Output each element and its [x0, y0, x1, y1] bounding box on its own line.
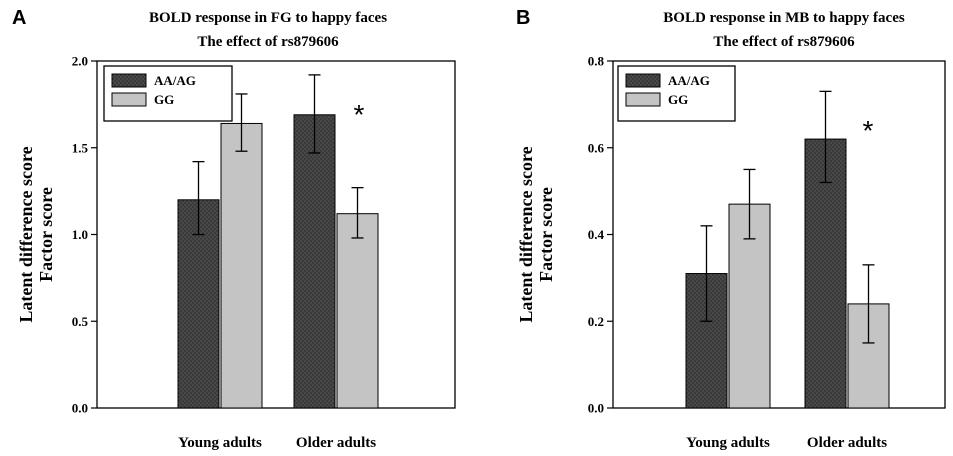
y-tick-label: 2.0	[72, 54, 88, 69]
category-label: Older adults	[807, 435, 887, 451]
y-tick-label: 0.0	[72, 401, 88, 416]
chart-subtitle: The effect of rs879606	[197, 34, 339, 50]
bar-aa-ag	[293, 114, 336, 409]
y-axis-label-line2: Factor score	[36, 187, 56, 282]
category-label: Young adults	[686, 435, 770, 451]
y-tick-label: 0.6	[588, 140, 605, 155]
bar-gg	[220, 122, 263, 409]
significance-marker: *	[354, 99, 365, 130]
y-tick-label: 0.8	[588, 54, 605, 69]
panel-letter: B	[516, 7, 530, 29]
significance-marker: *	[863, 115, 874, 146]
y-tick-label: 0.5	[72, 314, 89, 329]
chart-title: BOLD response in FG to happy faces	[149, 10, 387, 26]
category-label: Young adults	[178, 435, 262, 451]
y-axis-label-line2: Factor score	[536, 187, 556, 282]
legend-swatch-gg	[111, 92, 147, 107]
bar-aa-ag	[804, 138, 847, 409]
panel-letter: A	[12, 7, 26, 29]
chart-subtitle: The effect of rs879606	[713, 34, 855, 50]
legend-swatch-gg	[625, 92, 661, 107]
bar-gg	[336, 213, 379, 409]
y-axis-label-line1: Latent difference score	[516, 146, 536, 322]
legend-swatch-aa-ag	[625, 73, 661, 88]
category-label: Older adults	[296, 435, 376, 451]
chart-title: BOLD response in MB to happy faces	[663, 10, 905, 26]
y-tick-label: 0.4	[588, 227, 605, 242]
y-tick-label: 0.0	[588, 401, 604, 416]
legend-label: AA/AG	[154, 73, 196, 88]
y-axis-label-line1: Latent difference score	[16, 146, 36, 322]
y-tick-label: 1.5	[72, 140, 89, 155]
legend-label: GG	[154, 92, 174, 107]
y-tick-label: 0.2	[588, 314, 604, 329]
legend-label: GG	[668, 92, 688, 107]
y-tick-label: 1.0	[72, 227, 88, 242]
legend-swatch-aa-ag	[111, 73, 147, 88]
legend-label: AA/AG	[668, 73, 710, 88]
